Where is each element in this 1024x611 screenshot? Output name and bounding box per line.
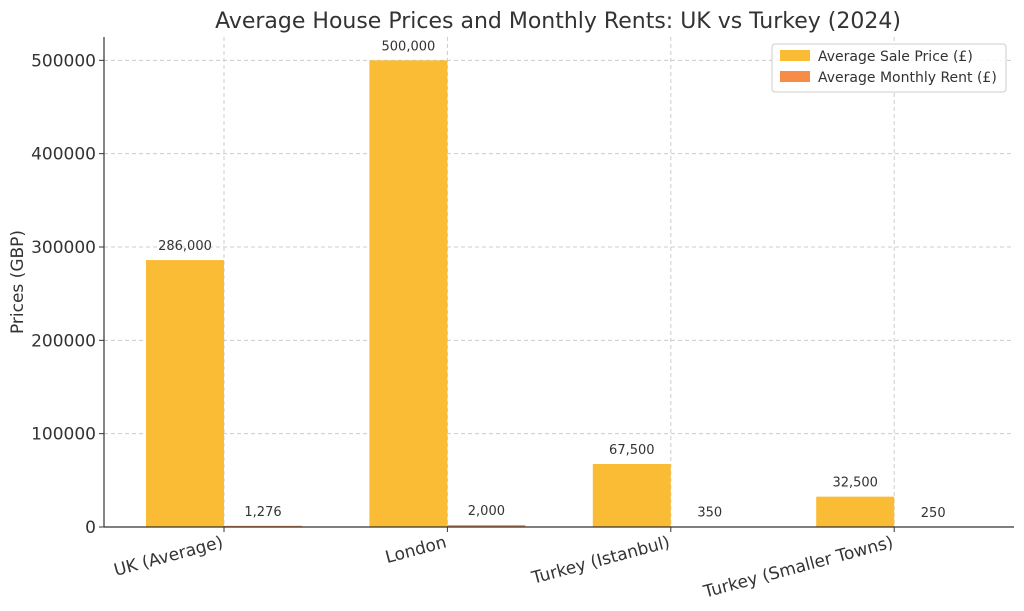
monthly-rent-value-label: 1,276 (244, 505, 281, 520)
sale-price-value-label: 67,500 (609, 443, 655, 458)
sale-price-bar (146, 260, 224, 527)
legend: Average Sale Price (£) Average Monthly Re… (771, 43, 1007, 93)
x-axis-ticks: UK (Average) London Turkey (Istanbul) Turke… (112, 527, 896, 603)
y-tick-label: 0 (85, 518, 96, 538)
bar-value-labels: 286,000 500,000 67,500 32,500 1,276 2,000 350 2… (158, 39, 945, 520)
x-tick-label: Turkey (Smaller Towns) (701, 533, 896, 603)
x-tick-label: UK (Average) (112, 533, 225, 581)
y-axis-ticks: 0 100000 200000 300000 400000 500000 (31, 51, 104, 538)
x-tick-label: London (383, 533, 448, 568)
y-tick-label: 300000 (31, 238, 96, 258)
sale-price-bar (816, 496, 895, 527)
sale-price-value-label: 32,500 (832, 476, 878, 491)
legend-swatch (780, 71, 810, 82)
sale-price-value-label: 286,000 (158, 239, 212, 254)
sale-price-value-label: 500,000 (382, 39, 436, 54)
grid-lines (104, 37, 1014, 528)
legend-swatch (780, 50, 810, 61)
legend-box (771, 43, 1007, 93)
y-tick-label: 400000 (31, 145, 96, 165)
monthly-rent-value-label: 350 (697, 506, 722, 521)
chart-title: Average House Prices and Monthly Rents: … (215, 9, 901, 34)
monthly-rent-bar (447, 525, 526, 527)
legend-label: Average Monthly Rent (£) (818, 70, 997, 86)
legend-label: Average Sale Price (£) (818, 49, 973, 65)
monthly-rent-value-label: 250 (921, 506, 946, 521)
y-axis-label: Prices (GBP) (8, 230, 28, 334)
y-tick-label: 200000 (31, 331, 96, 351)
y-tick-label: 100000 (31, 425, 96, 445)
y-tick-label: 500000 (31, 51, 96, 71)
monthly-rent-value-label: 2,000 (468, 504, 505, 519)
x-tick-label: Turkey (Istanbul) (529, 533, 672, 589)
bars (146, 60, 973, 527)
sale-price-bar (592, 464, 671, 527)
sale-price-bar (369, 60, 448, 527)
axes (103, 37, 1014, 528)
